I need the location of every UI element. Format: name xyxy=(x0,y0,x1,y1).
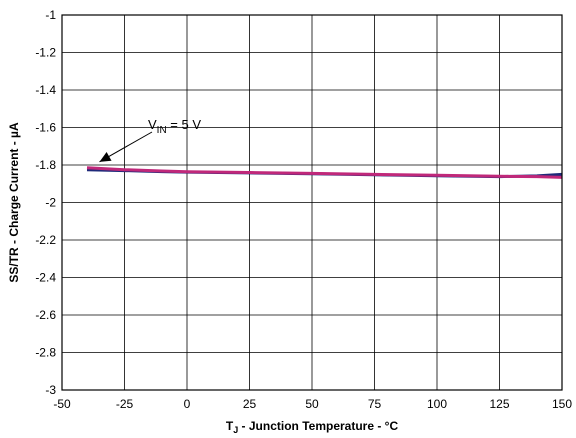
plot-frame xyxy=(61,14,563,391)
x-tick-label: 100 xyxy=(427,397,447,411)
x-tick-label: 50 xyxy=(305,397,319,411)
annotation-arrow-head xyxy=(99,152,112,162)
vin-annotation: VIN = 5 V xyxy=(99,117,201,163)
y-tick-label: -1.4 xyxy=(35,83,56,97)
y-tick-label: -2.6 xyxy=(35,308,56,322)
x-tick-label: 0 xyxy=(184,397,191,411)
x-tick-label: 75 xyxy=(368,397,382,411)
y-tick-labels: -1 -1.2 -1.4 -1.6 -1.8 -2 -2.2 -2.4 -2.6 -2.8 -3 xyxy=(35,8,56,397)
y-tick-label: -1.8 xyxy=(35,158,56,172)
y-axis-title: SS/TR - Charge Current - µA xyxy=(7,122,21,283)
y-tick-label: -1.6 xyxy=(35,121,56,135)
grid-lines xyxy=(61,14,563,391)
x-tick-label: -25 xyxy=(116,397,134,411)
series-line-2 xyxy=(86,166,563,179)
x-axis-title: TJ - Junction Temperature - °C xyxy=(226,419,399,435)
x-tick-label: 150 xyxy=(552,397,572,411)
x-axis-title-main: T xyxy=(226,419,234,433)
x-axis-title-rest: - Junction Temperature - °C xyxy=(238,419,398,433)
annotation-label-sub: IN xyxy=(157,125,167,136)
x-axis-title-sub: J xyxy=(233,425,238,435)
y-tick-label: -1.2 xyxy=(35,46,56,60)
annotation-label-rest: = 5 V xyxy=(167,117,202,132)
annotation-label-main: V xyxy=(148,117,157,132)
x-tick-labels: -50 -25 0 25 50 75 100 125 150 xyxy=(53,397,572,411)
y-tick-label: -1 xyxy=(45,8,56,22)
y-tick-label: -2.2 xyxy=(35,233,56,247)
series-lines xyxy=(86,166,563,179)
y-tick-label: -2 xyxy=(45,196,56,210)
y-tick-label: -2.8 xyxy=(35,346,56,360)
y-tick-label: -3 xyxy=(45,383,56,397)
annotation-label: VIN = 5 V xyxy=(148,117,201,136)
x-tick-label: 25 xyxy=(243,397,257,411)
x-tick-label: 125 xyxy=(489,397,509,411)
x-tick-label: -50 xyxy=(53,397,71,411)
y-tick-label: -2.4 xyxy=(35,271,56,285)
